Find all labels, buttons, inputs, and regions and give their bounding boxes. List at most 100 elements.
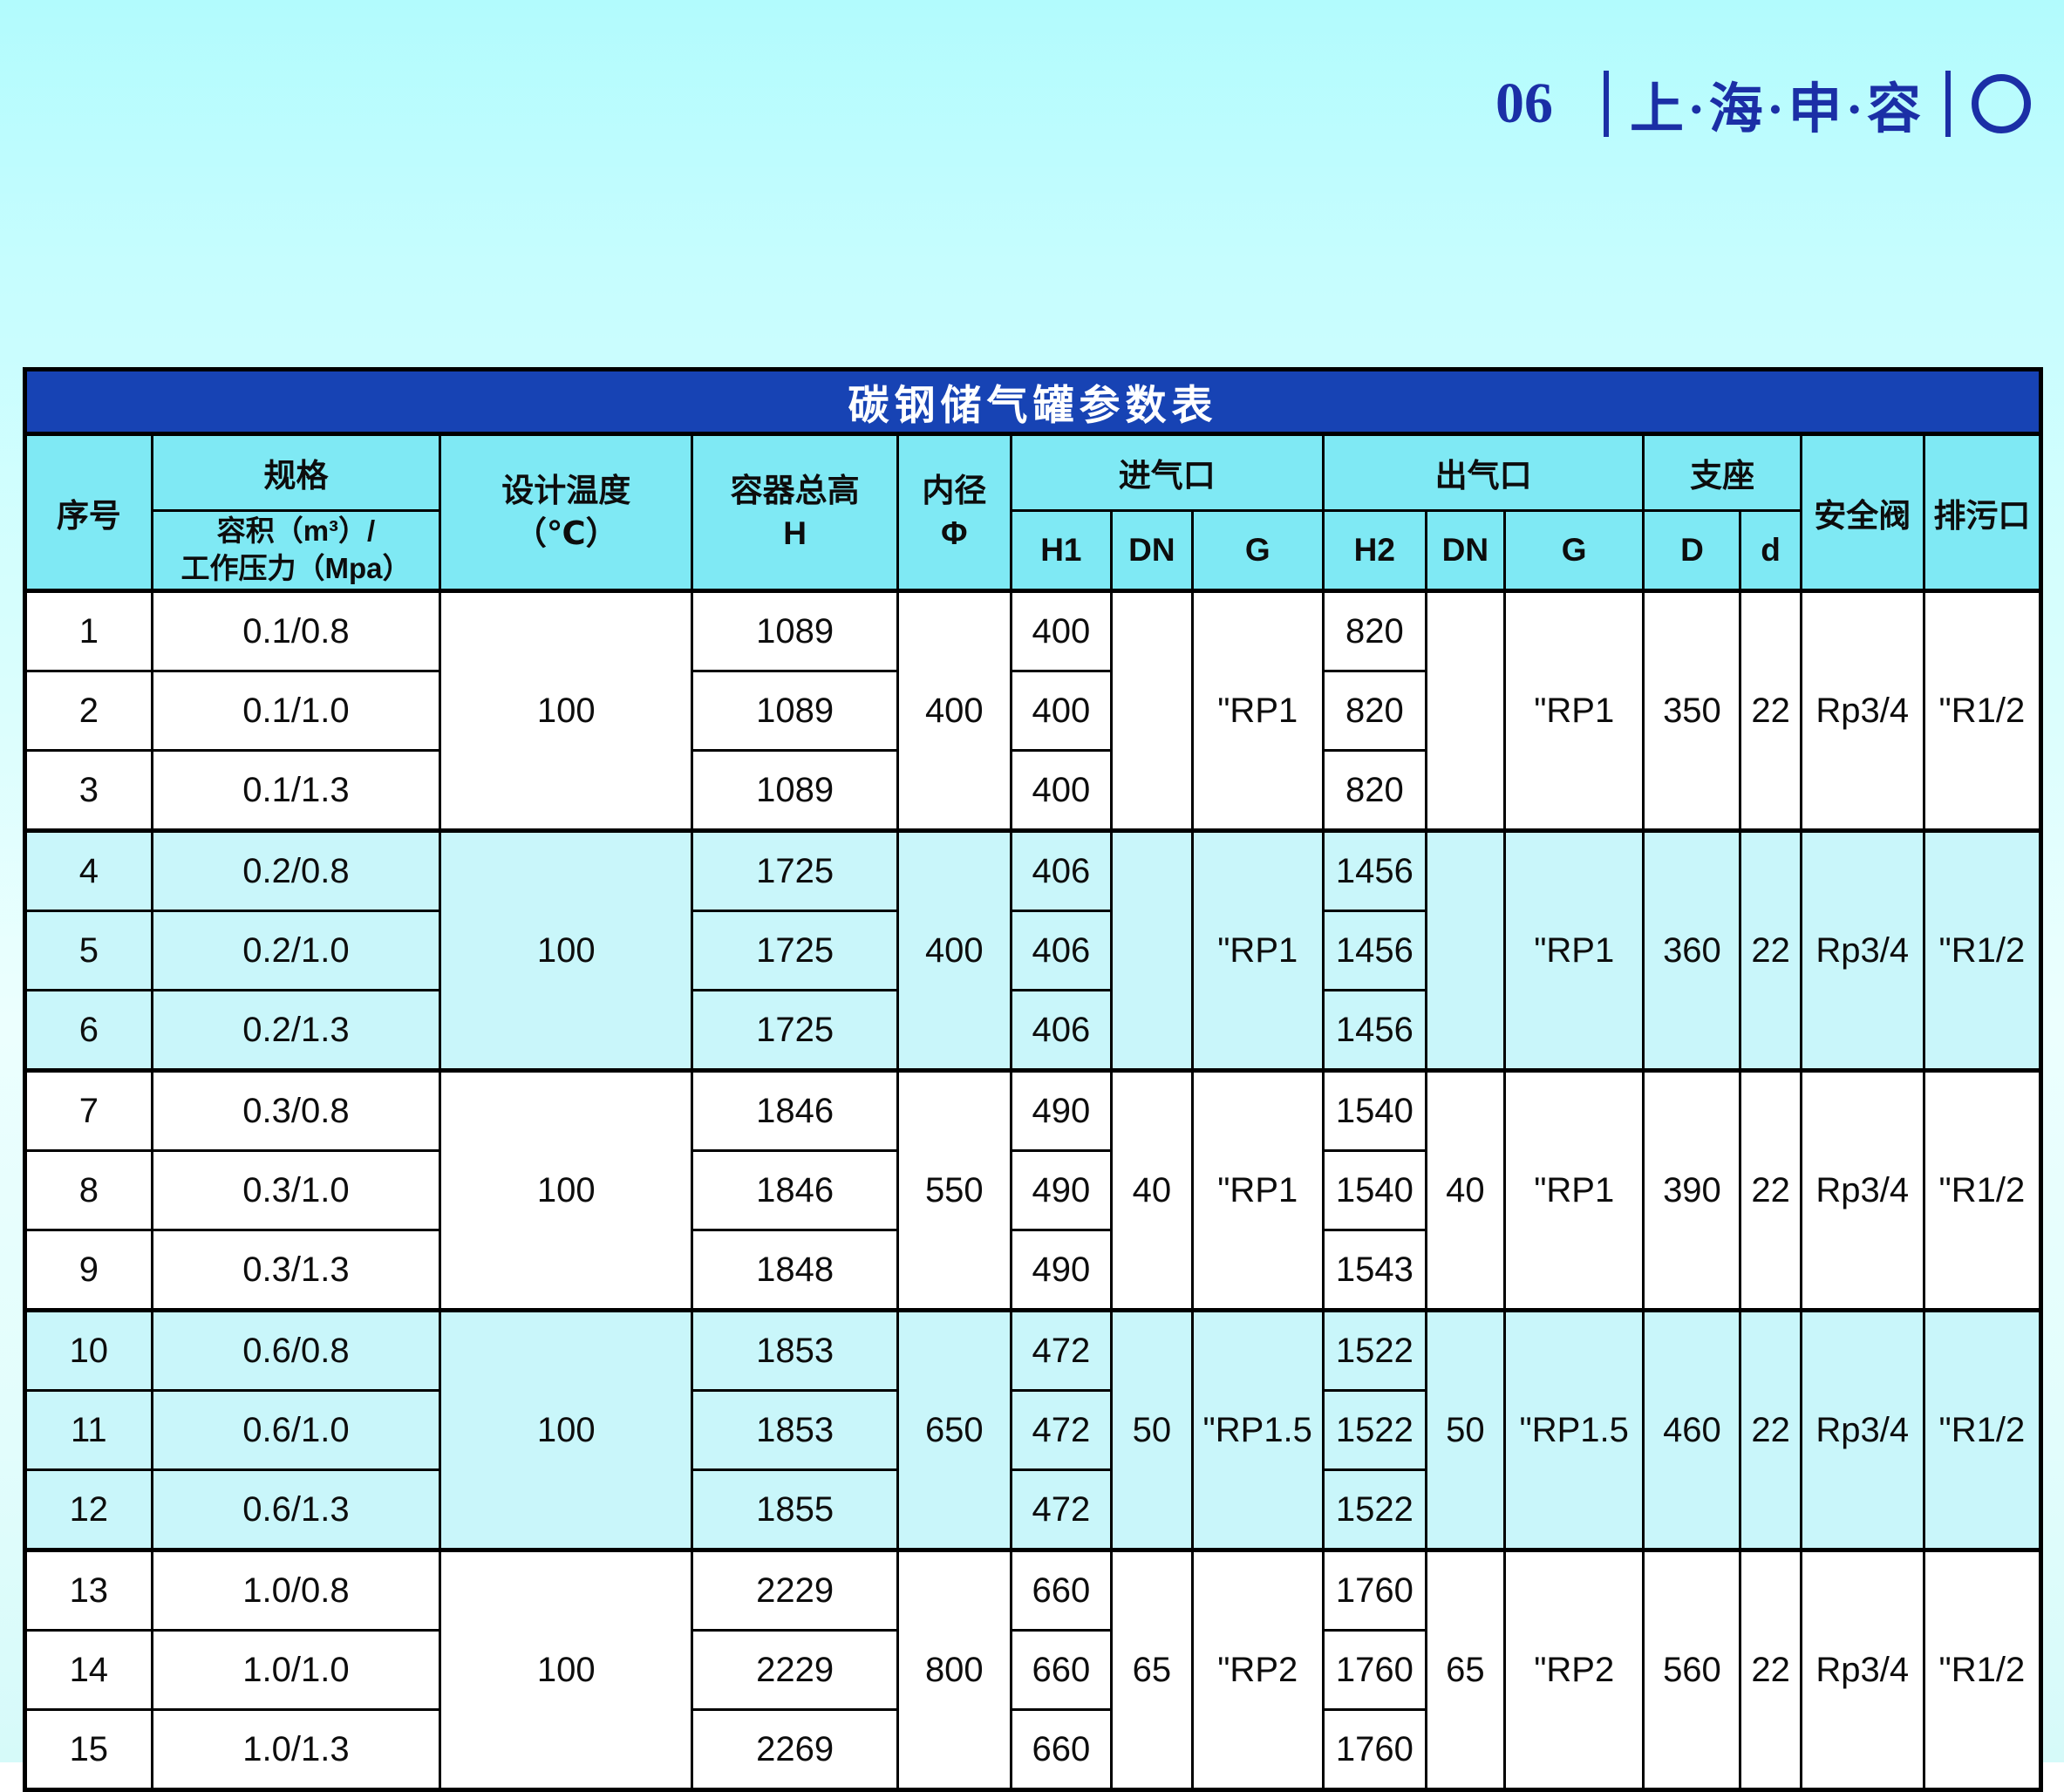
header-inlet-g: G — [1190, 509, 1325, 593]
cell-safety-valve: Rp3/4 — [1799, 1548, 1925, 1791]
cell-support-d-small: 22 — [1739, 1068, 1802, 1312]
cell-height: 1089 — [691, 670, 900, 752]
cell-no: 6 — [24, 989, 153, 1072]
divider-bar-icon — [1945, 71, 1951, 137]
cell-inlet-dn: 65 — [1110, 1548, 1194, 1791]
cell-h1: 400 — [1009, 589, 1114, 672]
cell-height: 1725 — [691, 828, 900, 912]
cell-h1: 400 — [1009, 749, 1114, 832]
header-inlet: 进气口 — [1009, 433, 1325, 512]
cell-h2: 1456 — [1321, 910, 1427, 991]
cell-temp: 100 — [439, 1308, 694, 1551]
cell-no: 12 — [24, 1468, 153, 1551]
header-total-height: 容器总高 H — [691, 433, 900, 592]
cell-height: 1853 — [691, 1389, 900, 1471]
cell-h1: 406 — [1009, 910, 1114, 991]
cell-outlet-dn — [1424, 828, 1506, 1072]
table-row: 4 0.2/0.8 100 1725 400 406 "RP1 1456 "RP… — [24, 828, 2043, 1072]
table-row: 14 1.0/1.0 2229 660 1760 — [24, 1629, 2041, 1711]
cell-spec: 0.2/0.8 — [150, 828, 442, 912]
cell-h2: 1760 — [1321, 1548, 1427, 1632]
table-row: 11 0.6/1.0 1853 472 1522 — [24, 1389, 2041, 1471]
table-row: 3 0.1/1.3 1089 400 820 — [24, 749, 2041, 832]
table-row: 8 0.3/1.0 1846 490 1540 — [24, 1149, 2041, 1231]
cell-spec: 0.6/1.3 — [150, 1468, 442, 1551]
cell-spec: 0.1/1.0 — [150, 670, 442, 752]
header-seq: 序号 — [24, 433, 153, 592]
cell-h1: 660 — [1009, 1708, 1114, 1791]
cell-inlet-dn: 50 — [1110, 1308, 1194, 1551]
cell-drain: "R1/2 — [1922, 1308, 2043, 1551]
cell-h1: 490 — [1009, 1068, 1114, 1152]
cell-h2: 1456 — [1321, 828, 1427, 912]
cell-drain: "R1/2 — [1922, 1068, 2043, 1312]
cell-inlet-g: "RP2 — [1190, 1548, 1325, 1791]
cell-outlet-dn — [1424, 589, 1506, 832]
header-support-d-small: d — [1739, 509, 1802, 593]
cell-height: 1848 — [691, 1229, 900, 1312]
header-outlet: 出气口 — [1321, 433, 1645, 512]
cell-h1: 490 — [1009, 1229, 1114, 1312]
cell-spec: 0.2/1.0 — [150, 910, 442, 991]
cell-no: 9 — [24, 1229, 153, 1312]
cell-temp: 100 — [439, 1548, 694, 1791]
cell-inlet-dn — [1110, 828, 1194, 1072]
cell-spec: 0.6/1.0 — [150, 1389, 442, 1471]
cell-drain: "R1/2 — [1922, 589, 2043, 832]
cell-diameter: 400 — [896, 589, 1012, 832]
cell-diameter: 800 — [896, 1548, 1012, 1791]
cell-h1: 472 — [1009, 1308, 1114, 1392]
cell-h2: 1456 — [1321, 989, 1427, 1072]
cell-inlet-g: "RP1 — [1190, 589, 1325, 832]
cell-h1: 472 — [1009, 1389, 1114, 1471]
table-row: 6 0.2/1.3 1725 406 1456 — [24, 989, 2041, 1072]
header-support: 支座 — [1642, 433, 1802, 512]
cell-safety-valve: Rp3/4 — [1799, 828, 1925, 1072]
header-design-temp: 设计温度 （℃） — [439, 433, 694, 592]
cell-support-d-small: 22 — [1739, 589, 1802, 832]
cell-spec: 1.0/1.3 — [150, 1708, 442, 1791]
cell-no: 10 — [24, 1308, 153, 1392]
brand-name: 上·海·申·容 — [1629, 80, 1924, 140]
cell-spec: 0.6/0.8 — [150, 1308, 442, 1392]
table-row: 7 0.3/0.8 100 1846 550 490 40 "RP1 1540 … — [24, 1068, 2043, 1312]
cell-spec: 1.0/1.0 — [150, 1629, 442, 1711]
cell-height: 1853 — [691, 1308, 900, 1392]
cell-inlet-g: "RP1 — [1190, 828, 1325, 1072]
cell-spec: 0.2/1.3 — [150, 989, 442, 1072]
header-support-d: D — [1642, 509, 1742, 593]
cell-height: 1725 — [691, 989, 900, 1072]
cell-support-d: 460 — [1642, 1308, 1742, 1551]
table-row: 2 0.1/1.0 1089 400 820 — [24, 670, 2041, 752]
brand-circle-icon — [1972, 74, 2031, 133]
header-h2: H2 — [1321, 509, 1427, 593]
cell-h2: 820 — [1321, 749, 1427, 832]
cell-outlet-dn: 50 — [1424, 1308, 1506, 1551]
cell-support-d: 350 — [1642, 589, 1742, 832]
header-drain: 排污口 — [1922, 433, 2043, 592]
cell-outlet-g: "RP2 — [1502, 1548, 1645, 1791]
cell-temp: 100 — [439, 828, 694, 1072]
table-row: 9 0.3/1.3 1848 490 1543 — [24, 1229, 2041, 1312]
cell-outlet-dn: 40 — [1424, 1068, 1506, 1312]
cell-no: 4 — [24, 828, 153, 912]
cell-spec: 0.3/1.0 — [150, 1149, 442, 1231]
cell-h2: 1522 — [1321, 1308, 1427, 1392]
cell-outlet-g: "RP1.5 — [1502, 1308, 1645, 1551]
table-row: 1 0.1/0.8 100 1089 400 400 "RP1 820 "RP1… — [24, 589, 2043, 832]
cell-height: 1089 — [691, 749, 900, 832]
cell-h2: 1760 — [1321, 1629, 1427, 1711]
cell-h1: 400 — [1009, 670, 1114, 752]
cell-height: 2229 — [691, 1629, 900, 1711]
cell-no: 3 — [24, 749, 153, 832]
cell-outlet-g: "RP1 — [1502, 828, 1645, 1072]
cell-height: 2229 — [691, 1548, 900, 1632]
cell-inlet-g: "RP1.5 — [1190, 1308, 1325, 1551]
cell-spec: 1.0/0.8 — [150, 1548, 442, 1632]
cell-h1: 490 — [1009, 1149, 1114, 1231]
header-safety-valve: 安全阀 — [1799, 433, 1925, 592]
table-title: 碳钢储气罐参数表 — [24, 368, 2042, 436]
cell-support-d: 390 — [1642, 1068, 1742, 1312]
cell-support-d-small: 22 — [1739, 1308, 1802, 1551]
table-row: 5 0.2/1.0 1725 406 1456 — [24, 910, 2041, 991]
